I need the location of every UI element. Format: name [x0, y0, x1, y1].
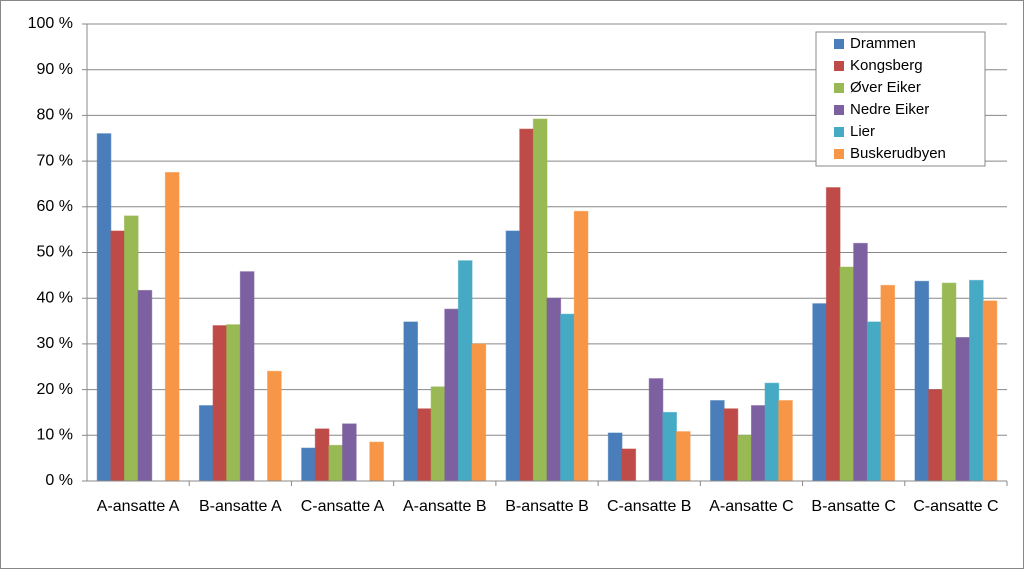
bar [546, 297, 562, 482]
bar [737, 434, 752, 482]
legend-label: Buskerudbyen [850, 145, 946, 162]
y-tick-label: 60 % [37, 198, 73, 215]
bar [369, 441, 384, 482]
bar [839, 266, 855, 482]
bar [314, 428, 330, 482]
bar [969, 279, 984, 482]
legend-swatch [834, 105, 844, 115]
bar [560, 313, 575, 482]
y-tick-label: 30 % [37, 335, 73, 352]
bar [662, 411, 677, 482]
bar [928, 389, 943, 482]
x-tick-label: C-ansatte C [913, 498, 998, 515]
bar [267, 370, 282, 482]
bar [110, 230, 125, 482]
bar [825, 187, 841, 482]
bar [342, 423, 357, 482]
bar [198, 405, 214, 482]
bar [723, 408, 739, 482]
bar [941, 282, 957, 482]
legend-label: Øver Eiker [850, 79, 921, 96]
bar [328, 444, 344, 482]
bar [137, 289, 153, 482]
x-tick-label: B-ansatte A [199, 498, 282, 515]
legend-label: Lier [850, 123, 875, 140]
y-tick-label: 90 % [37, 61, 73, 78]
bar [750, 405, 766, 482]
legend-swatch [834, 39, 844, 49]
bar [532, 118, 548, 482]
legend: Drammen Kongsberg Øver Eiker Nedre Eiker Lie… [815, 31, 986, 167]
bar [866, 321, 882, 482]
bar [675, 431, 691, 482]
bar [239, 271, 255, 482]
bar [123, 215, 139, 482]
y-tick-label: 50 % [37, 244, 73, 261]
y-tick-label: 0 % [45, 472, 73, 489]
y-tick-label: 80 % [37, 107, 73, 124]
bar [403, 321, 419, 482]
bar [573, 210, 589, 482]
bar [648, 378, 664, 482]
y-tick-label: 20 % [37, 381, 73, 398]
bar [982, 300, 998, 482]
x-tick-label: B-ansatte C [811, 498, 895, 515]
bar [955, 337, 971, 482]
bar [301, 447, 316, 482]
bar [96, 133, 112, 482]
y-tick-label: 40 % [37, 289, 73, 306]
bar [164, 172, 180, 482]
legend-swatch [834, 61, 844, 71]
bar [519, 128, 534, 482]
x-tick-label: A-ansatte C [709, 498, 793, 515]
bar [607, 432, 623, 482]
bar [853, 242, 868, 482]
bar [471, 343, 487, 482]
x-tick-label: A-ansatte B [403, 498, 487, 515]
y-tick-label: 100 % [28, 15, 73, 32]
legend-swatch [834, 149, 844, 159]
bar [710, 400, 725, 482]
y-tick-label: 70 % [37, 152, 73, 169]
legend-swatch [834, 83, 844, 93]
legend-label: Nedre Eiker [850, 101, 929, 118]
x-tick-label: C-ansatte A [301, 498, 385, 515]
y-tick-label: 10 % [37, 427, 73, 444]
bar [621, 448, 637, 482]
bar [764, 382, 780, 482]
x-tick-label: B-ansatte B [505, 498, 589, 515]
bar [212, 325, 228, 482]
x-tick-label: A-ansatte A [97, 498, 180, 515]
bar [430, 386, 446, 482]
bar [914, 280, 930, 482]
bar [226, 324, 241, 482]
bar [444, 308, 459, 482]
legend-label: Drammen [850, 35, 916, 52]
bar [778, 400, 793, 482]
legend-swatch [834, 127, 844, 137]
bar [457, 260, 473, 482]
bar [505, 230, 521, 482]
x-tick-label: C-ansatte B [607, 498, 691, 515]
legend-label: Kongsberg [850, 57, 923, 74]
bar [812, 303, 827, 482]
legend-box [815, 31, 986, 167]
bar [880, 284, 896, 482]
bar [417, 408, 432, 482]
